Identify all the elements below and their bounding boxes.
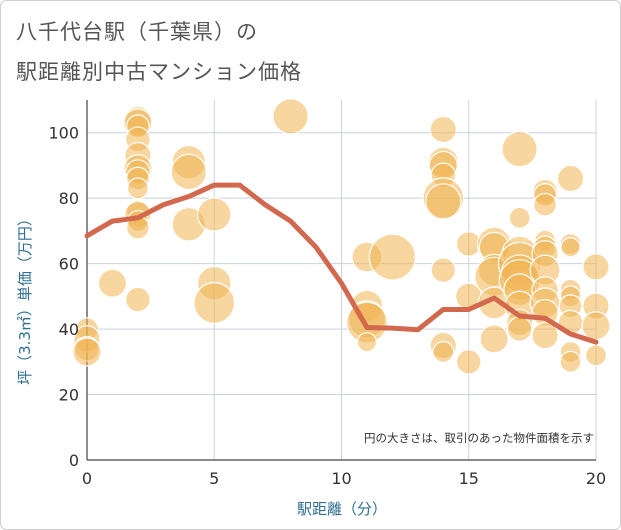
bubble-point [560,237,581,258]
chart-title-line2: 駅距離別中古マンション価格 [16,60,302,84]
bubble-series [72,98,611,375]
x-axis-label: 駅距離（分） [297,500,387,518]
bubble-point [508,206,531,229]
y-tick-label: 0 [69,451,79,470]
y-axis-label: 坪（3.3㎡）単価（万円） [16,211,34,385]
x-tick-label: 20 [586,469,606,488]
bubble-point [584,344,607,367]
bubble-point [581,311,611,341]
y-tick-label: 40 [59,320,79,339]
bubble-point [533,192,557,217]
average-line-path [84,182,599,345]
bubble-point [582,253,610,281]
x-tick-label: 0 [82,469,92,488]
bubble-point [559,350,582,373]
bubble-point [455,349,482,375]
bubble-point [126,177,149,200]
bubble-point [356,332,378,353]
x-tick-label: 15 [459,469,479,488]
bubble-size-note: 円の大きさは、取引のあった物件面積を示す [364,431,594,445]
bubble-point [170,153,207,191]
bubble-point [196,197,232,232]
axis-ticks: 0 20 40 60 80 100 0 5 10 15 20 [48,124,606,488]
x-tick-label: 10 [331,469,351,488]
bubble-point [430,257,457,283]
y-tick-label: 100 [48,124,79,143]
bubble-point [432,341,455,364]
bubble-point [72,337,102,367]
bubble-point [501,130,538,168]
bubble-point [193,282,236,324]
bubble-point [506,316,533,342]
y-tick-label: 80 [59,189,79,208]
bubble-point [531,321,559,350]
average-price-line [84,182,599,345]
bubble-point [425,183,462,220]
bubble-point [97,268,128,298]
bubble-point [479,324,509,354]
y-tick-label: 60 [59,255,79,274]
x-tick-label: 5 [209,469,219,488]
bubble-point [429,115,457,144]
grid-lines [86,100,597,461]
bubble-point [272,98,309,135]
y-tick-label: 20 [59,386,79,405]
bubble-point [556,164,585,193]
bubble-point [125,286,151,313]
bubble-point [368,233,416,281]
chart-title-line1: 八千代台駅（千葉県）の [16,20,258,44]
